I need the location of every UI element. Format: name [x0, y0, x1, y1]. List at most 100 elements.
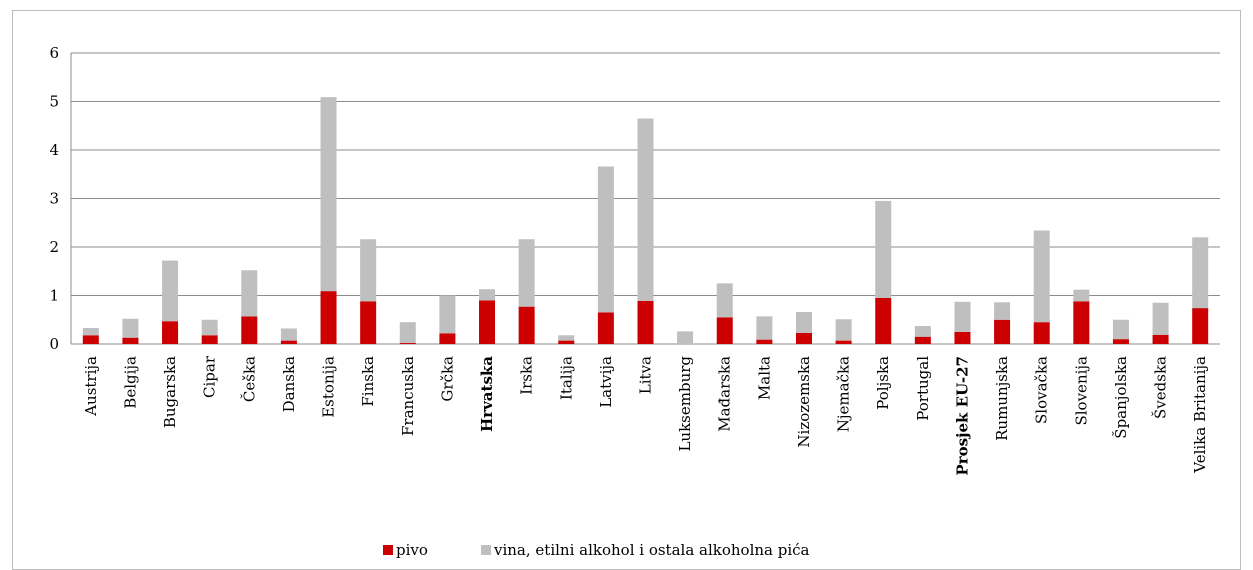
y-axis-ticks: 0 1 2 3 4 5 6: [49, 44, 59, 353]
bar-segment-pivo: [914, 336, 931, 344]
bar-segment-pivo: [518, 306, 535, 344]
bar-segment-pivo: [1112, 339, 1129, 344]
bar-segment-pivo: [122, 337, 139, 344]
y-tick-label: 4: [49, 141, 59, 159]
bar-segment-vina: [479, 289, 496, 301]
bars: [82, 97, 1209, 344]
bar-segment-pivo: [597, 312, 614, 344]
bar-segment-pivo: [1192, 308, 1209, 344]
x-tick-label: Mađarska: [716, 356, 734, 432]
bar-segment-vina: [1152, 302, 1169, 335]
bar-segment-pivo: [1033, 322, 1050, 344]
x-tick-label: Austrija: [82, 356, 100, 417]
bar-segment-vina: [122, 318, 139, 338]
bar-segment-vina: [914, 326, 931, 337]
x-tick-label: Estonija: [320, 356, 338, 418]
x-tick-label: Italija: [557, 356, 575, 400]
bar-segment-pivo: [201, 335, 218, 344]
y-tick-label: 1: [49, 287, 59, 305]
y-tick-label: 0: [49, 335, 59, 353]
y-tick-label: 6: [49, 44, 59, 62]
x-tick-label: Švedska: [1152, 356, 1170, 419]
bar-segment-pivo: [439, 333, 456, 344]
bar-segment-pivo: [994, 319, 1011, 344]
x-tick-label: Velika Britanija: [1191, 356, 1209, 474]
x-tick-label: Luksemburg: [676, 356, 694, 452]
bar-segment-vina: [320, 97, 337, 292]
bar-segment-vina: [637, 118, 654, 301]
bar-segment-vina: [954, 301, 971, 332]
bar-segment-vina: [795, 311, 812, 333]
x-tick-label: Danska: [280, 356, 298, 412]
legend-swatch: [383, 545, 393, 555]
bar-segment-vina: [835, 319, 852, 341]
x-tick-label: Nizozemska: [795, 356, 813, 448]
bar-segment-pivo: [1152, 334, 1169, 344]
bar-segment-vina: [756, 316, 773, 340]
bar-segment-pivo: [875, 297, 892, 344]
x-tick-label: Slovačka: [1033, 356, 1051, 424]
x-tick-label: Portugal: [914, 356, 932, 421]
bar-segment-vina: [399, 322, 416, 344]
bar-segment-pivo: [320, 291, 337, 344]
x-tick-label: Irska: [518, 356, 536, 395]
bar-segment-vina: [360, 239, 377, 302]
legend-label: vina, etilni alkohol i ostala alkoholna …: [493, 541, 810, 559]
x-tick-label: Slovenija: [1072, 356, 1090, 426]
bar-segment-pivo: [637, 300, 654, 344]
bar-segment-pivo: [835, 340, 852, 344]
bar-segment-pivo: [280, 340, 297, 344]
x-tick-label: Španjolska: [1112, 356, 1130, 439]
bar-segment-pivo: [954, 331, 971, 344]
x-tick-label: Malta: [755, 356, 773, 400]
bar-segment-vina: [1112, 319, 1129, 340]
bar-segment-pivo: [82, 335, 99, 344]
bar-segment-vina: [716, 283, 733, 318]
stacked-bar-chart: 0 1 2 3 4 5 6 Austrija Belgija Bugarska Cipar Češk…: [49, 44, 1220, 559]
x-tick-label: Francuska: [399, 356, 417, 436]
x-tick-label: Prosjek EU-27: [953, 356, 971, 476]
x-tick-label: Njemačka: [835, 356, 853, 432]
bar-segment-pivo: [241, 316, 258, 344]
bar-segment-pivo: [756, 339, 773, 344]
bar-segment-vina: [875, 200, 892, 298]
bar-segment-pivo: [399, 343, 416, 344]
y-tick-label: 2: [49, 238, 59, 256]
x-tick-label: Belgija: [121, 356, 139, 409]
x-tick-label: Finska: [359, 356, 377, 407]
x-tick-label: Latvija: [597, 356, 615, 408]
y-tick-label: 5: [49, 93, 59, 111]
bar-segment-vina: [1073, 289, 1090, 302]
bar-segment-vina: [162, 260, 179, 322]
y-tick-label: 3: [49, 190, 59, 208]
bar-segment-vina: [518, 239, 535, 307]
bar-segment-vina: [1033, 230, 1050, 323]
bar-segment-vina: [1192, 237, 1209, 309]
bar-segment-pivo: [795, 332, 812, 344]
bar-segment-vina: [597, 166, 614, 313]
bar-segment-pivo: [360, 301, 377, 344]
bar-segment-vina: [994, 302, 1011, 320]
bar-segment-pivo: [1073, 301, 1090, 344]
x-tick-label: Cipar: [201, 355, 219, 398]
x-tick-label: Grčka: [438, 356, 456, 402]
legend-swatch: [481, 545, 491, 555]
bar-segment-vina: [82, 327, 99, 336]
bar-segment-pivo: [479, 300, 496, 344]
bar-segment-vina: [558, 335, 575, 341]
bar-segment-pivo: [558, 340, 575, 344]
bar-segment-vina: [241, 270, 258, 317]
bar-segment-pivo: [162, 321, 179, 344]
bar-segment-vina: [201, 319, 218, 336]
chart-frame: 0 1 2 3 4 5 6 Austrija Belgija Bugarska Cipar Češk…: [12, 10, 1241, 570]
x-tick-label: Litva: [637, 356, 655, 394]
legend-label: pivo: [396, 541, 428, 559]
bar-segment-pivo: [716, 317, 733, 344]
legend: pivo vina, etilni alkohol i ostala alkoho…: [383, 541, 810, 559]
bar-segment-vina: [439, 295, 456, 334]
x-axis-ticks: Austrija Belgija Bugarska Cipar Češka Danska E…: [82, 355, 1209, 475]
x-tick-label: Rumunjska: [993, 356, 1011, 441]
bar-segment-vina: [280, 328, 297, 341]
bar-segment-vina: [677, 331, 694, 344]
x-tick-label: Češka: [240, 356, 258, 402]
